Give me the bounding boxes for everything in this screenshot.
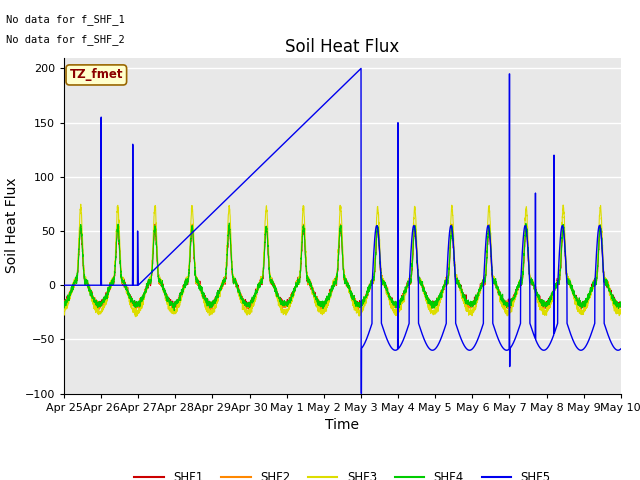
SHF4 — [616, 304, 624, 310]
Legend: SHF1, SHF2, SHF3, SHF4, SHF5: SHF1, SHF2, SHF3, SHF4, SHF5 — [129, 466, 556, 480]
SHF1 — [617, 301, 625, 307]
Line: SHF3: SHF3 — [64, 204, 621, 317]
SHF1 — [436, 294, 444, 300]
SHF3 — [322, 304, 330, 310]
SHF3 — [616, 312, 624, 317]
SHF2 — [169, 307, 177, 313]
SHF2 — [436, 293, 444, 299]
SHF3 — [499, 302, 507, 308]
SHF1 — [161, 290, 168, 296]
SHF1 — [151, 221, 159, 227]
SHF2 — [499, 299, 507, 304]
SHF2 — [60, 301, 68, 307]
SHF2 — [616, 305, 624, 311]
SHF1 — [499, 297, 507, 302]
SHF1 — [322, 299, 330, 304]
Title: Soil Heat Flux: Soil Heat Flux — [285, 38, 399, 56]
SHF4 — [499, 297, 507, 302]
SHF1 — [95, 306, 103, 312]
Line: SHF1: SHF1 — [64, 224, 621, 309]
SHF4 — [60, 305, 68, 311]
SHF4 — [225, 220, 233, 226]
SHF5 — [468, 347, 476, 352]
SHF1 — [616, 302, 624, 308]
SHF5 — [357, 66, 365, 72]
SHF2 — [617, 301, 625, 307]
SHF3 — [617, 308, 625, 314]
SHF1 — [60, 298, 68, 304]
Line: SHF5: SHF5 — [64, 69, 621, 394]
SHF3 — [60, 310, 68, 316]
X-axis label: Time: Time — [325, 418, 360, 432]
SHF3 — [436, 297, 444, 302]
SHF5 — [616, 347, 624, 352]
SHF2 — [322, 302, 330, 308]
Y-axis label: Soil Heat Flux: Soil Heat Flux — [5, 178, 19, 274]
SHF5 — [160, 257, 168, 263]
SHF4 — [170, 308, 178, 313]
SHF5 — [322, 100, 330, 106]
SHF5 — [617, 346, 625, 352]
SHF1 — [468, 300, 476, 306]
SHF4 — [436, 291, 444, 297]
SHF2 — [337, 221, 344, 227]
SHF5 — [358, 391, 365, 396]
Text: No data for f_SHF_2: No data for f_SHF_2 — [6, 34, 125, 45]
SHF2 — [468, 303, 476, 309]
SHF4 — [617, 299, 625, 305]
SHF5 — [499, 345, 507, 351]
SHF3 — [132, 314, 140, 320]
SHF5 — [60, 282, 68, 288]
Text: No data for f_SHF_1: No data for f_SHF_1 — [6, 14, 125, 25]
SHF4 — [468, 299, 476, 305]
SHF3 — [468, 309, 476, 314]
SHF5 — [436, 336, 444, 342]
SHF3 — [161, 289, 168, 295]
Line: SHF2: SHF2 — [64, 224, 621, 310]
SHF4 — [160, 287, 168, 292]
Text: TZ_fmet: TZ_fmet — [70, 69, 123, 82]
Line: SHF4: SHF4 — [64, 223, 621, 311]
SHF3 — [77, 201, 84, 207]
SHF2 — [160, 290, 168, 296]
SHF4 — [322, 296, 330, 301]
